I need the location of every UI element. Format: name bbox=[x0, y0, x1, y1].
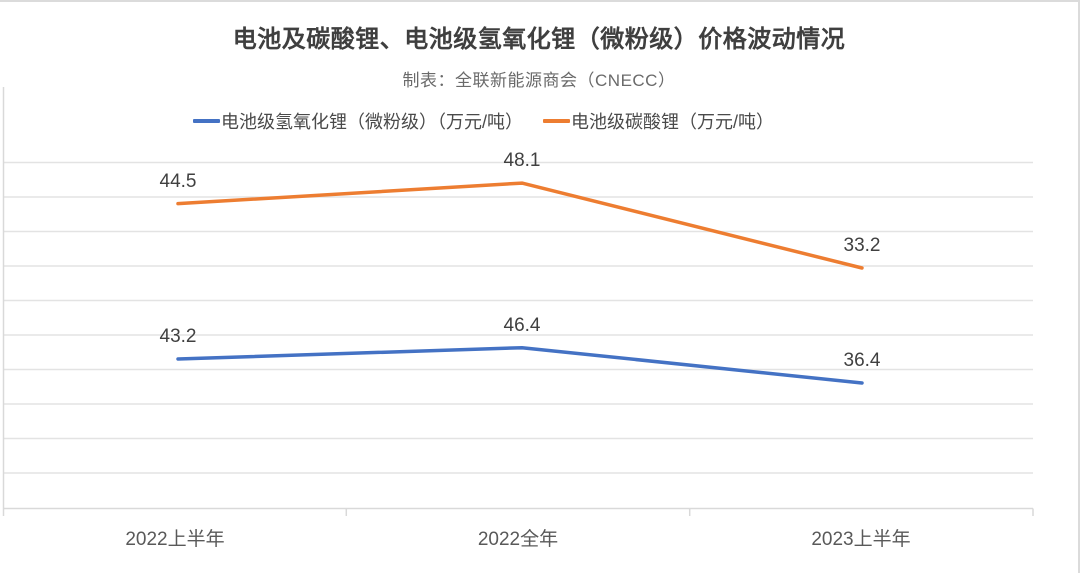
x-axis-label-2022fy: 2022全年 bbox=[477, 529, 559, 550]
legend-label-hydroxide: 电池级氢氧化锂（微粉级）（万元/吨） bbox=[221, 112, 523, 132]
data-label-carbonate-1: 48.1 bbox=[503, 150, 541, 172]
legend: 电池级氢氧化锂（微粉级）（万元/吨） 电池级碳酸锂（万元/吨） bbox=[193, 108, 774, 134]
series-line-carbonate bbox=[176, 181, 864, 270]
data-label-hydroxide-1: 46.4 bbox=[503, 314, 541, 336]
chart-subtitle: 制表：全联新能源商会（CNECC） bbox=[402, 71, 676, 90]
series-lines bbox=[176, 181, 864, 385]
legend-item-carbonate: 电池级碳酸锂（万元/吨） bbox=[543, 108, 774, 134]
hydroxide-line-swatch-icon bbox=[193, 119, 220, 123]
data-label-carbonate-0: 44.5 bbox=[159, 170, 197, 192]
series-line-hydroxide bbox=[176, 345, 864, 385]
data-label-hydroxide-2: 36.4 bbox=[843, 349, 881, 371]
data-label-carbonate-2: 33.2 bbox=[843, 235, 881, 256]
axes bbox=[2, 87, 1034, 516]
legend-label-carbonate: 电池级碳酸锂（万元/吨） bbox=[571, 112, 774, 132]
x-axis-label-2022h1: 2022上半年 bbox=[125, 529, 225, 550]
chart-title: 电池及碳酸锂、电池级氢氧化锂（微粉级）价格波动情况 bbox=[232, 26, 846, 53]
data-label-hydroxide-0: 43.2 bbox=[159, 326, 197, 347]
legend-item-hydroxide: 电池级氢氧化锂（微粉级）（万元/吨） bbox=[193, 108, 523, 134]
gridlines bbox=[3, 161, 1033, 474]
x-axis-label-2023h1: 2023上半年 bbox=[811, 529, 911, 550]
carbonate-line-swatch-icon bbox=[543, 119, 570, 123]
